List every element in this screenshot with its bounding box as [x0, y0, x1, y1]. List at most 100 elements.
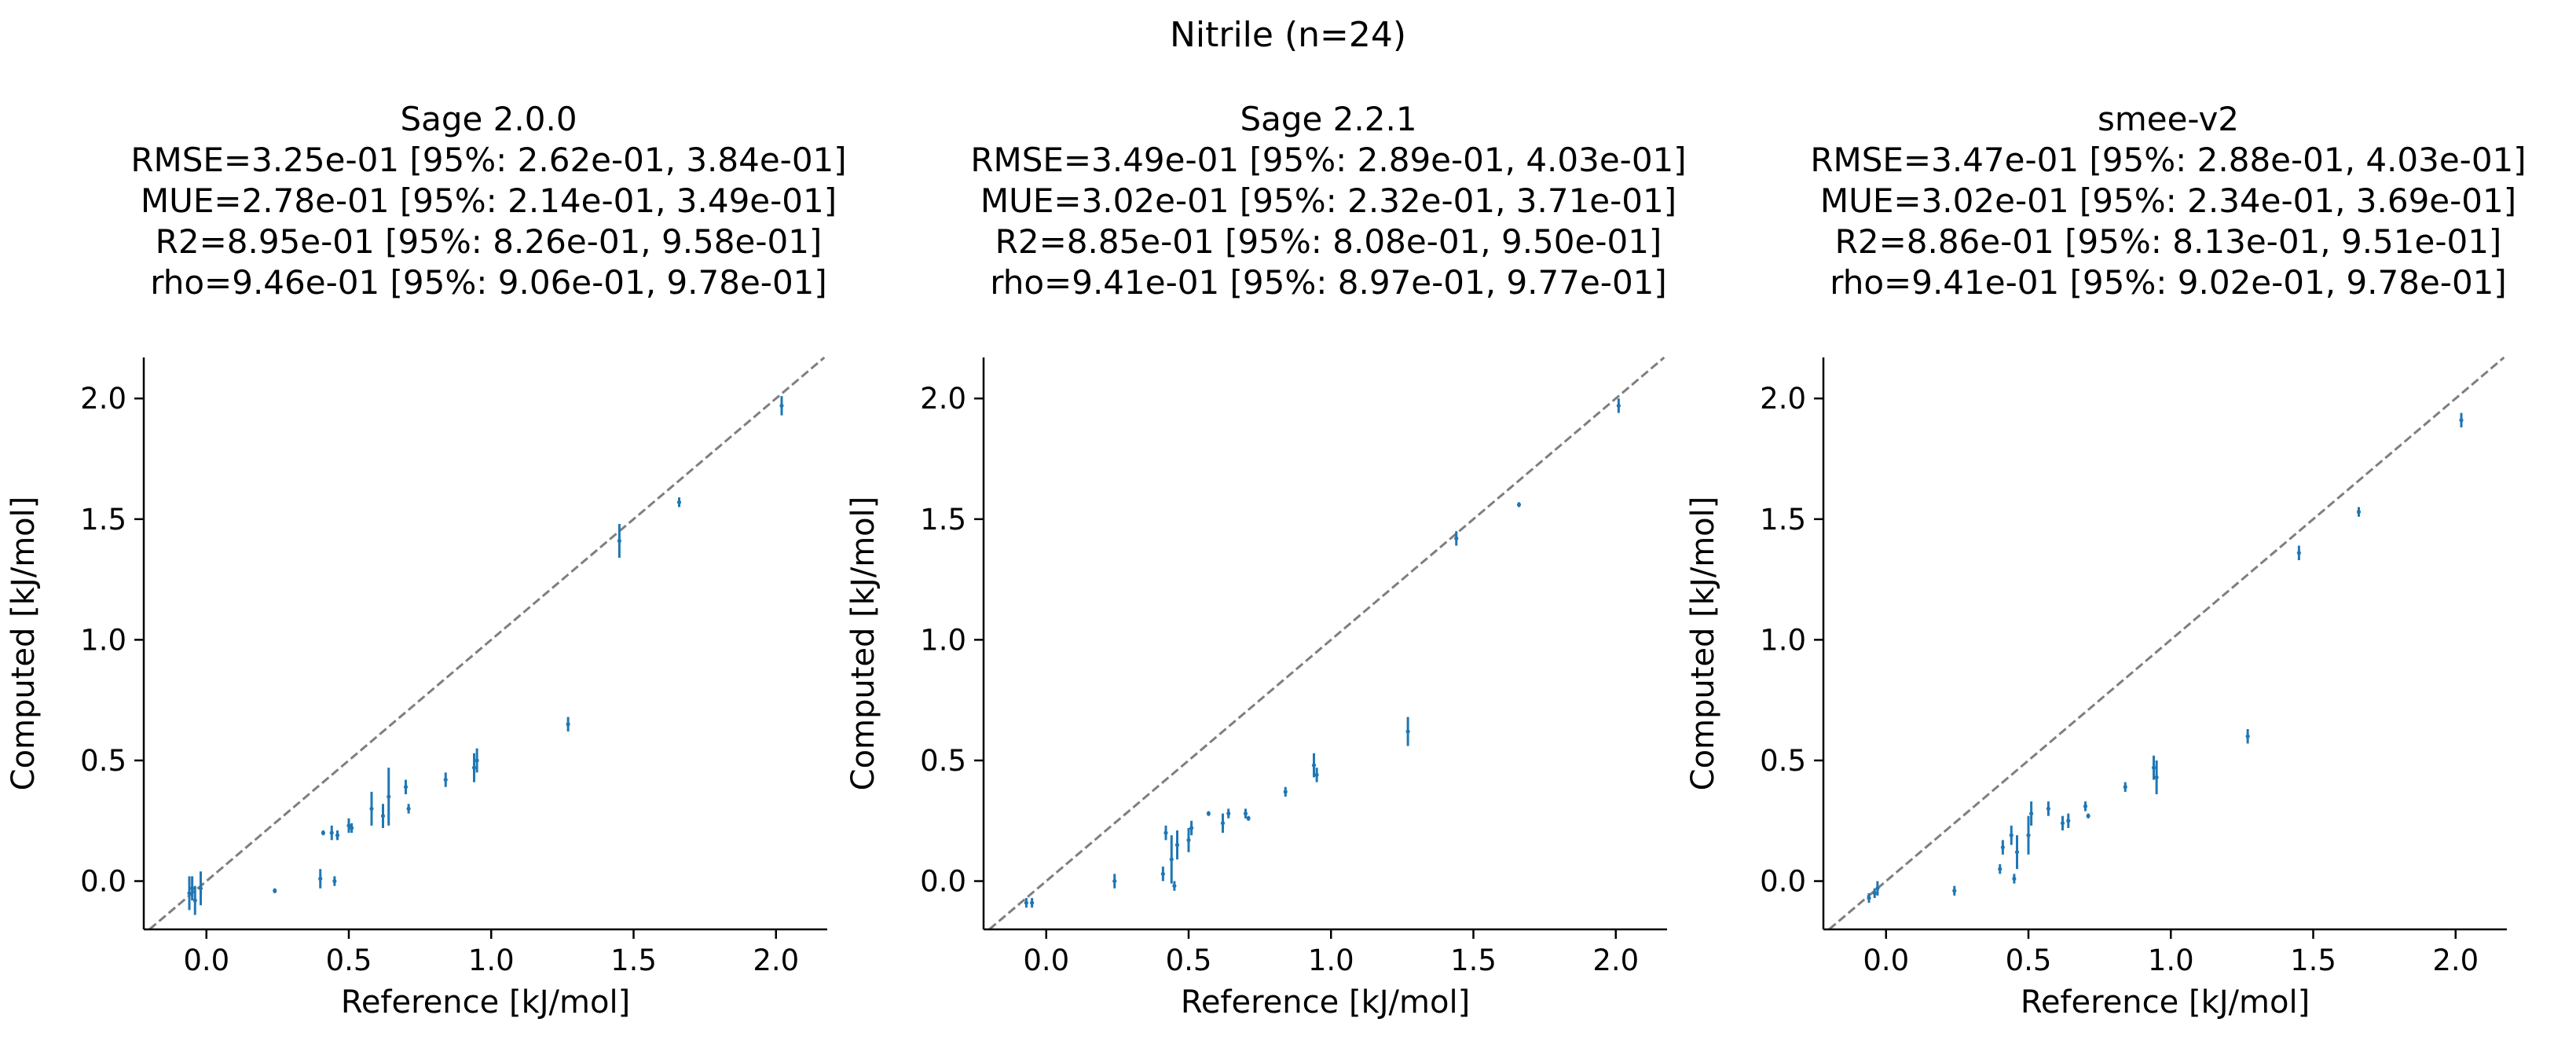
- y-tick-label: 1.5: [920, 503, 966, 537]
- x-tick-label: 2.0: [2432, 944, 2479, 977]
- data-point: [1030, 898, 1035, 908]
- data-point: [1163, 825, 1168, 841]
- data-marker: [1226, 811, 1231, 816]
- y-axis-label: Computed [kJ/mol]: [1685, 497, 1721, 791]
- data-marker: [273, 889, 277, 893]
- data-point: [192, 885, 197, 915]
- y-tick-label: 0.0: [920, 865, 966, 899]
- data-point: [2086, 813, 2090, 819]
- data-point: [2014, 835, 2020, 870]
- data-point: [1189, 820, 1194, 836]
- data-marker: [2046, 806, 2050, 812]
- data-marker: [1160, 871, 1165, 876]
- data-marker: [676, 500, 682, 504]
- data-marker: [346, 823, 351, 828]
- data-marker: [2245, 734, 2250, 738]
- data-point: [346, 818, 351, 834]
- data-marker: [2123, 785, 2127, 790]
- data-point: [350, 823, 354, 834]
- data-point: [329, 825, 334, 841]
- data-marker: [1246, 816, 1251, 821]
- y-tick-label: 0.0: [80, 865, 126, 899]
- data-marker: [387, 794, 391, 799]
- data-marker: [1030, 900, 1035, 905]
- identity-line: [148, 356, 826, 931]
- x-tick-label: 0.5: [2006, 944, 2052, 977]
- data-marker: [2012, 876, 2017, 881]
- y-tick-label: 0.5: [920, 744, 966, 778]
- data-marker: [2086, 814, 2090, 819]
- data-marker: [2356, 509, 2362, 515]
- data-point: [1405, 716, 1410, 746]
- y-tick-label: 2.0: [1760, 382, 1806, 416]
- x-tick-label: 2.0: [753, 944, 799, 977]
- data-point: [1206, 811, 1211, 816]
- x-tick-label: 1.5: [610, 944, 657, 977]
- data-point: [1516, 502, 1522, 508]
- data-marker: [1169, 857, 1174, 862]
- data-marker: [471, 765, 477, 770]
- data-marker: [617, 538, 621, 544]
- data-point: [2459, 412, 2464, 428]
- data-marker: [1998, 867, 2003, 871]
- identity-line: [988, 356, 1665, 931]
- data-point: [1872, 888, 1877, 899]
- data-marker: [2060, 821, 2065, 826]
- y-tick-label: 1.0: [80, 623, 126, 657]
- data-marker: [403, 785, 409, 790]
- data-marker: [2459, 418, 2464, 423]
- panel-3-title-name: smee-v2: [2097, 100, 2240, 138]
- data-point: [2154, 760, 2159, 794]
- x-tick-label: 0.0: [183, 944, 229, 977]
- x-tick-label: 1.0: [1308, 944, 1354, 977]
- x-tick-label: 1.5: [2290, 944, 2336, 977]
- data-point: [779, 396, 784, 416]
- y-tick-label: 1.0: [1760, 623, 1806, 657]
- panel-3-rmse: RMSE=3.47e-01 [95%: 2.88e-01, 4.03e-01]: [1810, 141, 2527, 179]
- data-point: [1174, 830, 1180, 859]
- data-point: [2012, 874, 2017, 884]
- data-marker: [2154, 775, 2159, 780]
- data-point: [380, 804, 386, 828]
- panel-1-axes: 0.0 0.5 1.0 1.5 2.0 0.0 0.5 1.0 1.5 2.0 Reference …: [5, 356, 827, 1021]
- data-point: [2151, 755, 2156, 780]
- data-point: [1160, 867, 1165, 881]
- identity-line: [1828, 356, 2505, 931]
- y-tick-label: 0.5: [1760, 744, 1806, 778]
- data-point: [1226, 808, 1231, 819]
- data-marker: [192, 898, 197, 903]
- x-tick-label: 1.0: [2148, 944, 2194, 977]
- data-marker: [2014, 850, 2020, 855]
- data-point: [471, 753, 477, 782]
- data-point: [2083, 801, 2088, 812]
- x-tick-label: 1.5: [1450, 944, 1497, 977]
- data-marker: [2083, 804, 2088, 808]
- data-point: [1243, 808, 1248, 819]
- data-marker: [1867, 896, 1871, 900]
- data-point: [2066, 813, 2071, 828]
- x-axis-label: Reference [kJ/mol]: [2021, 984, 2310, 1021]
- data-marker: [1283, 790, 1288, 794]
- panel-3-rho: rho=9.41e-01 [95%: 9.02e-01, 9.78e-01]: [1830, 263, 2507, 302]
- data-marker: [443, 777, 448, 782]
- data-marker: [779, 403, 784, 409]
- data-marker: [1311, 763, 1317, 768]
- data-marker: [2151, 765, 2156, 770]
- figure-suptitle: Nitrile (n=24): [1169, 15, 1407, 55]
- data-marker: [332, 878, 337, 884]
- data-marker: [566, 722, 570, 727]
- data-point: [2245, 729, 2250, 744]
- y-tick-label: 1.0: [920, 623, 966, 657]
- data-point: [1186, 827, 1191, 852]
- data-marker: [1220, 821, 1226, 826]
- data-point: [2026, 815, 2031, 855]
- y-tick-label: 1.5: [1760, 503, 1806, 537]
- panel-1-rho: rho=9.46e-01 [95%: 9.06e-01, 9.78e-01]: [150, 263, 827, 302]
- data-point: [387, 768, 391, 826]
- data-point: [1112, 874, 1117, 889]
- data-marker: [1186, 837, 1191, 842]
- data-point: [335, 830, 340, 841]
- data-point: [1169, 835, 1174, 884]
- panel-1-title: Sage 2.0.0 RMSE=3.25e-01 [95%: 2.62e-01,…: [57, 99, 921, 303]
